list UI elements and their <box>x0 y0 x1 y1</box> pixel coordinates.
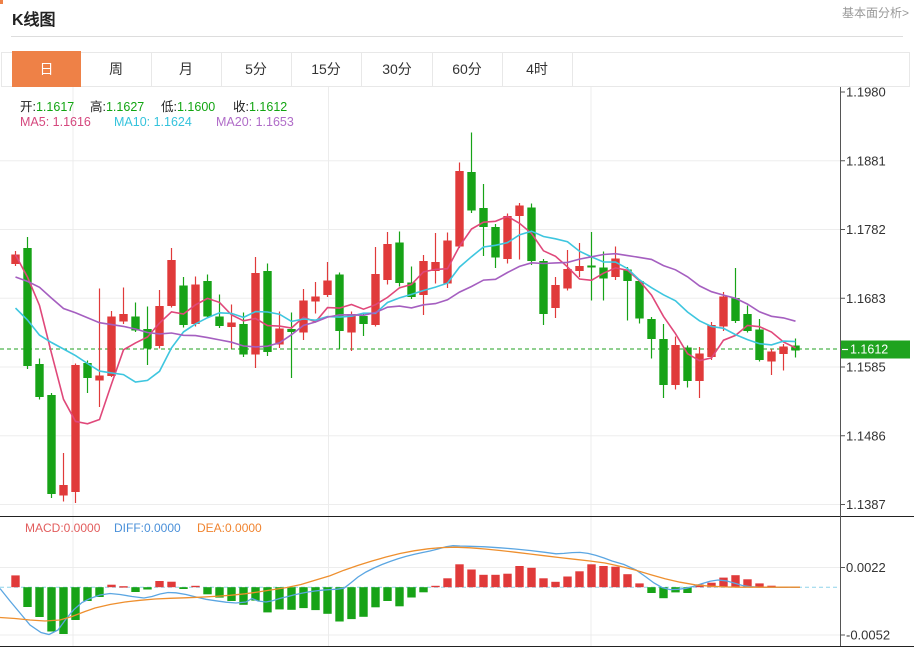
svg-text:1.1585: 1.1585 <box>846 360 886 375</box>
svg-text:1.1881: 1.1881 <box>846 153 886 168</box>
svg-text:1.1782: 1.1782 <box>846 222 886 237</box>
svg-text:1.1387: 1.1387 <box>846 497 886 512</box>
svg-text:-0.0052: -0.0052 <box>846 628 890 643</box>
svg-text:1.1980: 1.1980 <box>846 85 886 100</box>
svg-text:1.1612: 1.1612 <box>850 343 888 357</box>
svg-text:1.1486: 1.1486 <box>846 428 886 443</box>
svg-text:1.1683: 1.1683 <box>846 291 886 306</box>
svg-text:0.0022: 0.0022 <box>846 560 886 575</box>
